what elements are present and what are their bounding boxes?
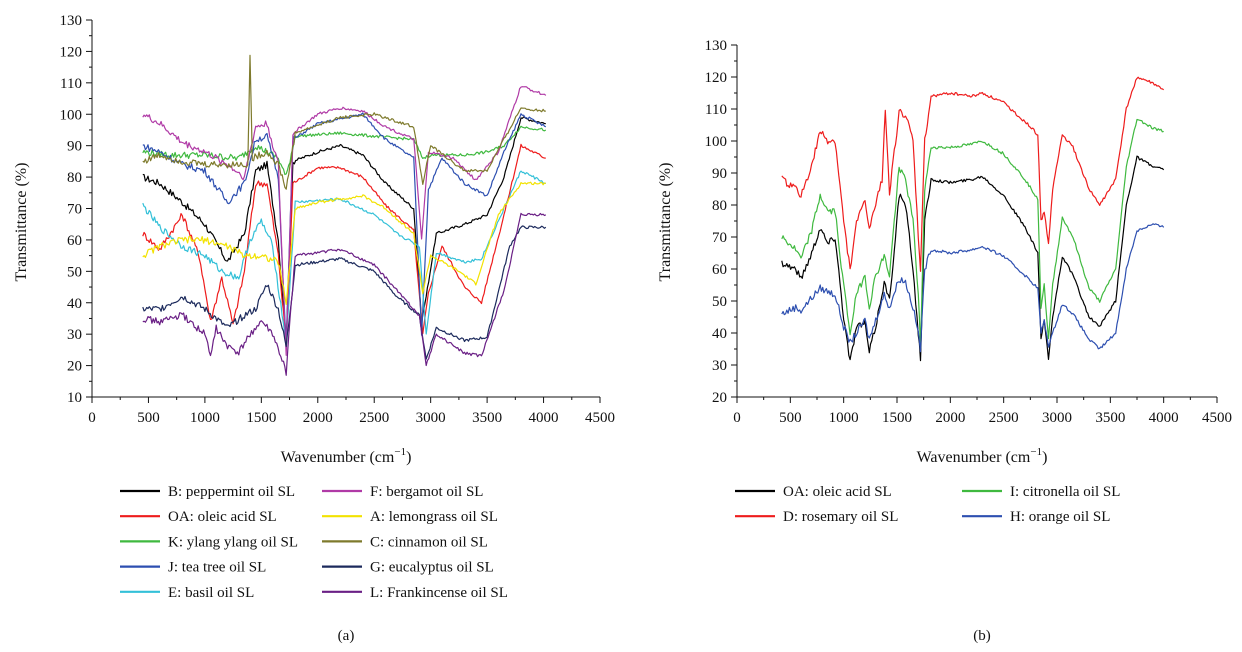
panel-b-y-tick-label: 130	[705, 38, 728, 54]
panel-b-y-tick-label: 50	[712, 294, 727, 310]
panel-a-y-tick-label: 30	[67, 327, 82, 343]
panel-a-legend-label: E: basil oil SL	[168, 585, 254, 601]
panel-a-series-line	[142, 225, 547, 360]
panel-a-legend-label: J: tea tree oil SL	[168, 560, 266, 576]
panel-a-x-tick-label: 1500	[246, 410, 276, 426]
panel-b-legend-label: H: orange oil SL	[1010, 509, 1110, 525]
panel-b-y-tick-label: 90	[712, 166, 727, 182]
panel-a-ticks: 0 500 1000 1500 2000 2500 3000 3500 4000 4500 10 20…	[60, 13, 616, 426]
panel-a-series-line	[142, 181, 546, 305]
panel-a-legend-label: B: peppermint oil SL	[168, 484, 295, 500]
panel-a-series	[142, 54, 547, 376]
panel-b-x-tick-label: 3000	[1042, 410, 1072, 426]
panel-a-x-tick-label: 3500	[472, 410, 502, 426]
panel-a-x-tick-label: 500	[137, 410, 160, 426]
panel-a-y-tick-label: 20	[67, 359, 82, 375]
panel-b-legend: OA: oleic acid SL D: rosemary oil SL I: ci…	[735, 484, 1120, 525]
panel-b-x-tick-label: 4000	[1149, 410, 1179, 426]
panel-b-x-tick-label: 1500	[882, 410, 912, 426]
panel-a-x-tick-label: 1000	[190, 410, 220, 426]
panel-b-y-tick-label: 30	[712, 358, 727, 374]
panel-b-legend-label: I: citronella oil SL	[1010, 484, 1120, 500]
panel-b-y-tick-label: 20	[712, 390, 727, 406]
panel-b-series-line	[781, 76, 1165, 272]
panel-b-series	[781, 76, 1165, 362]
panel-a-y-tick-label: 100	[60, 107, 83, 123]
panel-a-series-line	[142, 143, 546, 346]
panel-b-x-tick-label: 0	[733, 410, 741, 426]
panel-a-series-line	[142, 212, 547, 376]
panel-a-legend-label: K: ylang ylang oil SL	[168, 534, 298, 550]
panel-a-legend-label: C: cinnamon oil SL	[370, 534, 488, 550]
panel-b-x-tick-label: 4500	[1202, 410, 1232, 426]
panel-a-y-tick-label: 130	[60, 13, 83, 29]
panel-b-y-tick-label: 70	[712, 230, 727, 246]
panel-a-legend: B: peppermint oil SL OA: oleic acid SL K: …	[120, 484, 508, 601]
panel-a-legend-label: L: Frankincense oil SL	[370, 585, 508, 601]
panel-a-y-tick-label: 110	[60, 76, 82, 92]
panel-a: 0 500 1000 1500 2000 2500 3000 3500 4000 4500 10 20…	[13, 13, 615, 644]
panel-a-y-tick-label: 120	[60, 44, 83, 60]
panel-a-y-tick-label: 90	[67, 139, 82, 155]
panel-b-legend-label: OA: oleic acid SL	[783, 484, 892, 500]
panel-b-label: (b)	[973, 628, 991, 644]
panel-a-legend-label: A: lemongrass oil SL	[370, 509, 498, 525]
panel-b-series-line	[781, 118, 1164, 349]
panel-b-series-line	[781, 223, 1165, 353]
panel-a-x-tick-label: 4000	[529, 410, 559, 426]
panel-a-y-tick-label: 40	[67, 296, 82, 312]
panel-b-x-tick-label: 3500	[1095, 410, 1125, 426]
panel-a-y-tick-label: 50	[67, 264, 82, 280]
panel-b-legend-label: D: rosemary oil SL	[783, 509, 898, 525]
panel-a-series-line	[142, 170, 546, 346]
panel-a-y-tick-label: 80	[67, 170, 82, 186]
panel-b-x-tick-label: 500	[779, 410, 802, 426]
panel-b-y-tick-label: 40	[712, 326, 727, 342]
panel-b-ticks: 0 500 1000 1500 2000 2500 3000 3500 4000 4500 20 30…	[705, 38, 1233, 426]
panel-a-label: (a)	[338, 628, 355, 644]
panel-a-y-tick-label: 10	[67, 390, 82, 406]
panel-b-y-tick-label: 80	[712, 198, 727, 214]
panel-a-series-line	[142, 54, 546, 190]
panel-a-legend-label: G: eucalyptus oil SL	[370, 560, 494, 576]
panel-a-y-axis-label: Transmittance (%)	[13, 163, 30, 282]
panel-a-x-tick-label: 2000	[303, 410, 333, 426]
panel-a-x-axis-label: Wavenumber (cm−1)	[281, 446, 412, 466]
panel-b-y-tick-label: 120	[705, 70, 728, 86]
panel-b-x-tick-label: 1000	[829, 410, 859, 426]
panel-a-x-tick-label: 3000	[416, 410, 446, 426]
panel-b: 0 500 1000 1500 2000 2500 3000 3500 4000 4500 20 30…	[657, 38, 1232, 644]
panel-a-series-line	[142, 86, 547, 356]
panel-a-x-tick-label: 2500	[359, 410, 389, 426]
panel-b-x-axis-label: Wavenumber (cm−1)	[917, 446, 1048, 466]
panel-a-y-tick-label: 60	[67, 233, 82, 249]
panel-b-x-tick-label: 2500	[989, 410, 1019, 426]
panel-a-legend-label: OA: oleic acid SL	[168, 509, 277, 525]
panel-a-series-line	[142, 116, 546, 344]
panel-b-y-tick-label: 110	[705, 102, 727, 118]
panel-a-y-tick-label: 70	[67, 202, 82, 218]
panel-b-x-tick-label: 2000	[935, 410, 965, 426]
panel-a-x-tick-label: 4500	[585, 410, 615, 426]
panel-b-y-tick-label: 60	[712, 262, 727, 278]
panel-a-legend-label: F: bergamot oil SL	[370, 484, 483, 500]
panel-b-series-line	[781, 155, 1165, 362]
panel-b-y-axis-label: Transmittance (%)	[657, 163, 674, 282]
panel-a-x-tick-label: 0	[88, 410, 96, 426]
panel-b-y-tick-label: 100	[705, 134, 728, 150]
